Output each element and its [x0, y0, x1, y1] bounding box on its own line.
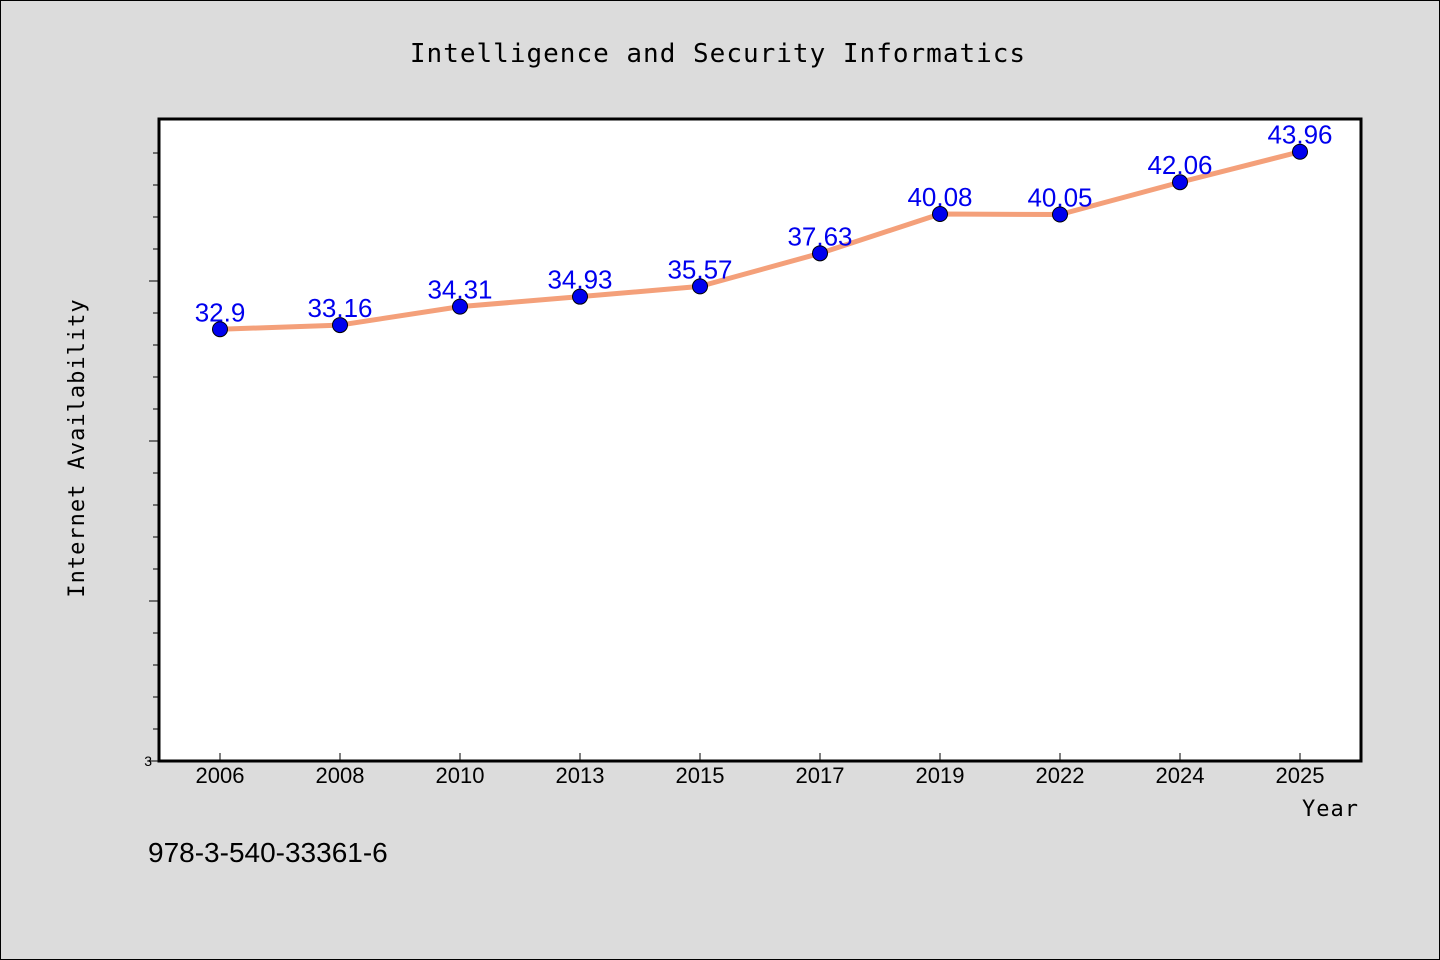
data-label: 42.06 — [1147, 150, 1212, 180]
x-tick-label: 2019 — [916, 763, 965, 788]
y-axis-label: Internet Availability — [65, 298, 90, 597]
data-label: 34.31 — [427, 275, 492, 305]
data-point — [212, 321, 228, 338]
data-label: 34.93 — [547, 265, 612, 295]
plot-area — [157, 117, 1363, 763]
data-point — [572, 288, 588, 305]
x-tick-label: 2017 — [796, 763, 845, 788]
series-layer: 32.9 33.16 34.31 34.93 35.57 37.63 40.08 40.05 4… — [195, 120, 1333, 338]
data-label: 32.9 — [195, 297, 246, 327]
data-point — [692, 278, 708, 295]
data-label: 37.63 — [787, 221, 852, 251]
x-tick-label: 2025 — [1276, 763, 1325, 788]
y-axis-ticks — [149, 152, 159, 762]
data-label: 43.96 — [1267, 120, 1332, 150]
x-tick-label: 2015 — [676, 763, 725, 788]
x-tick-label: 2010 — [436, 763, 485, 788]
data-point — [332, 317, 348, 334]
x-axis-label: Year — [1302, 797, 1359, 822]
data-label: 40.05 — [1027, 182, 1092, 212]
data-label: 33.16 — [307, 293, 372, 323]
isbn-footer: 978-3-540-33361-6 — [148, 837, 388, 868]
x-tick-label: 2022 — [1036, 763, 1085, 788]
data-point — [812, 245, 828, 262]
data-label: 35.57 — [667, 254, 732, 284]
x-tick-label: 2024 — [1156, 763, 1205, 788]
x-tick-label: 2013 — [556, 763, 605, 788]
data-point — [1052, 206, 1068, 223]
data-point — [452, 298, 468, 315]
series-line — [217, 149, 1303, 332]
chart-title: Intelligence and Security Informatics — [410, 39, 1026, 69]
data-point — [1172, 174, 1188, 191]
data-point — [932, 206, 948, 223]
x-tick-label: 2008 — [316, 763, 365, 788]
data-point — [1292, 143, 1308, 160]
x-axis-ticks: 2006 2008 2010 2013 2015 2017 2019 2022 2024 2025 — [196, 753, 1325, 788]
x-tick-label: 2006 — [196, 763, 245, 788]
data-label: 40.08 — [907, 182, 972, 212]
y-tick-label: 3 — [144, 753, 152, 769]
